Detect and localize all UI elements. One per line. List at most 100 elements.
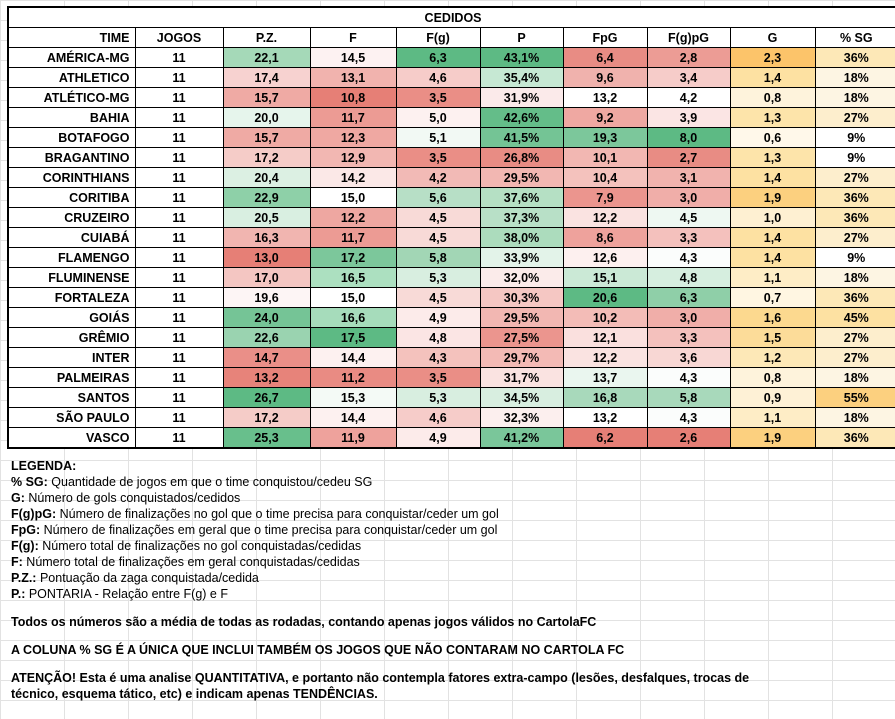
sg-cell: 36% [814,47,895,68]
legend-item: F(g)pG: Número de finalizações no gol qu… [11,506,891,522]
table-row: BRAGANTINO 11 17,2 12,9 3,5 26,8% 10,1 2,7 1,3 9% [7,147,895,168]
fpg-cell: 16,8 [562,387,648,408]
jogos-cell: 11 [134,347,224,368]
team-name-cell: BOTAFOGO [7,127,136,148]
table-row: CORINTHIANS 11 20,4 14,2 4,2 29,5% 10,4 3,1 1,4 2… [7,167,895,188]
f-cell: 11,2 [309,367,397,388]
team-name-cell: GOIÁS [7,307,136,328]
fg-cell: 3,5 [395,367,481,388]
team-name-cell: PALMEIRAS [7,367,136,388]
g-cell: 1,9 [729,187,816,208]
note-attention: ATENÇÃO! Esta é uma analise QUANTITATIVA… [11,671,750,685]
fg-cell: 4,6 [395,67,481,88]
jogos-cell: 11 [134,427,224,449]
f-cell: 14,2 [309,167,397,188]
fpg-cell: 10,4 [562,167,648,188]
fgpg-cell: 3,1 [646,167,731,188]
sg-cell: 27% [814,107,895,128]
fgpg-cell: 6,3 [646,287,731,308]
table-row: CUIABÁ 11 16,3 11,7 4,5 38,0% 8,6 3,3 1,4 27% [7,227,895,248]
table-body: AMÉRICA-MG 11 22,1 14,5 6,3 43,1% 6,4 2,8 2,3 36%… [7,47,895,449]
legend-text: Pontuação da zaga conquistada/cedida [36,571,259,585]
sg-cell: 36% [814,207,895,228]
p-cell: 37,3% [479,207,564,228]
table-row: GRÊMIO 11 22,6 17,5 4,8 27,5% 12,1 3,3 1,5 27% [7,327,895,348]
fpg-cell: 13,2 [562,407,648,428]
fgpg-cell: 2,7 [646,147,731,168]
team-name-cell: CORITIBA [7,187,136,208]
sg-cell: 9% [814,127,895,148]
g-cell: 1,3 [729,107,816,128]
legend-item: % SG: Quantidade de jogos em que o time … [11,474,891,490]
p-cell: 30,3% [479,287,564,308]
fg-cell: 4,9 [395,307,481,328]
jogos-cell: 11 [134,407,224,428]
legend-item: P.: PONTARIA - Relação entre F(g) e F [11,586,891,602]
pz-cell: 15,7 [222,127,311,148]
column-header: F(g)pG [646,27,731,48]
pz-cell: 20,5 [222,207,311,228]
pz-cell: 15,7 [222,87,311,108]
g-cell: 1,0 [729,207,816,228]
legend-text: Quantidade de jogos em que o time conqui… [47,475,373,489]
fgpg-cell: 4,5 [646,207,731,228]
pz-cell: 20,4 [222,167,311,188]
f-cell: 10,8 [309,87,397,108]
legend-key: G: [11,491,25,505]
f-cell: 14,4 [309,407,397,428]
fg-cell: 3,5 [395,147,481,168]
g-cell: 2,3 [729,47,816,68]
jogos-cell: 11 [134,207,224,228]
legend-item: G: Número de gols conquistados/cedidos [11,490,891,506]
g-cell: 1,3 [729,147,816,168]
pz-cell: 17,2 [222,407,311,428]
fpg-cell: 12,2 [562,347,648,368]
note-attention-cont: técnico, esquema tático, etc) e indicam … [11,687,378,701]
team-name-cell: GRÊMIO [7,327,136,348]
fgpg-cell: 4,2 [646,87,731,108]
pz-cell: 13,0 [222,247,311,268]
f-cell: 14,5 [309,47,397,68]
p-cell: 31,9% [479,87,564,108]
legend: LEGENDA: % SG: Quantidade de jogos em qu… [11,458,891,702]
jogos-cell: 11 [134,267,224,288]
pz-cell: 22,9 [222,187,311,208]
pz-cell: 26,7 [222,387,311,408]
fpg-cell: 19,3 [562,127,648,148]
legend-text: Número total de finalizações no gol conq… [38,539,362,553]
pz-cell: 16,3 [222,227,311,248]
p-cell: 31,7% [479,367,564,388]
fpg-cell: 15,1 [562,267,648,288]
g-cell: 1,9 [729,427,816,449]
pz-cell: 24,0 [222,307,311,328]
fpg-cell: 12,2 [562,207,648,228]
p-cell: 38,0% [479,227,564,248]
jogos-cell: 11 [134,187,224,208]
f-cell: 17,5 [309,327,397,348]
sg-cell: 18% [814,87,895,108]
pz-cell: 20,0 [222,107,311,128]
fgpg-cell: 3,3 [646,327,731,348]
team-name-cell: FLAMENGO [7,247,136,268]
p-cell: 41,5% [479,127,564,148]
sg-cell: 36% [814,287,895,308]
pz-cell: 13,2 [222,367,311,388]
pz-cell: 22,1 [222,47,311,68]
legend-text: Número total de finalizações em geral co… [22,555,360,569]
g-cell: 1,4 [729,227,816,248]
fpg-cell: 10,1 [562,147,648,168]
fpg-cell: 9,6 [562,67,648,88]
team-name-cell: FLUMINENSE [7,267,136,288]
fgpg-cell: 3,4 [646,67,731,88]
g-cell: 1,4 [729,67,816,88]
table-row: BOTAFOGO 11 15,7 12,3 5,1 41,5% 19,3 8,0 0,6 9% [7,127,895,148]
sg-cell: 27% [814,167,895,188]
fgpg-cell: 4,8 [646,267,731,288]
pz-cell: 22,6 [222,327,311,348]
p-cell: 29,5% [479,167,564,188]
column-header: G [729,27,816,48]
sg-cell: 9% [814,147,895,168]
table-row: SANTOS 11 26,7 15,3 5,3 34,5% 16,8 5,8 0,9 55% [7,387,895,408]
legend-key: FpG: [11,523,41,537]
fpg-cell: 7,9 [562,187,648,208]
